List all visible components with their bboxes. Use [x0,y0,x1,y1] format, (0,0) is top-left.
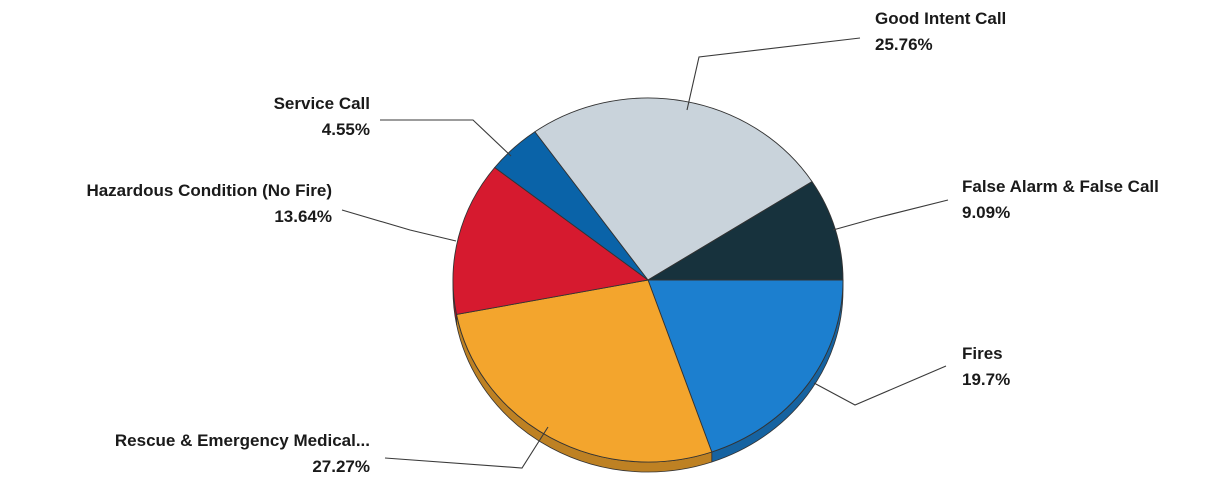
leader-lines-layer [341,37,949,469]
slice-percent-false-alarm-false-call: 9.09% [962,203,1010,222]
leader-line-false-alarm-false-call [832,199,949,231]
pie-slice-hazardous-condition-no-fire [452,167,649,315]
pie-slice-false-alarm-false-call [647,181,844,281]
pie-slice-fires [647,279,844,453]
slice-label-fires: Fires [962,344,1003,363]
slice-label-hazardous-condition-no-fire: Hazardous Condition (No Fire) [86,181,332,200]
pie-slice-rescue-emergency-medical [456,279,713,463]
slice-label-false-alarm-false-call: False Alarm & False Call [962,177,1159,196]
slice-percent-fires: 19.7% [962,370,1010,389]
leader-line-hazardous-condition-no-fire [341,209,457,242]
leader-line-service-call [380,119,512,157]
slice-percent-service-call: 4.55% [322,120,370,139]
slice-percent-rescue-emergency-medical: 27.27% [312,457,370,476]
slice-percent-hazardous-condition-no-fire: 13.64% [274,207,332,226]
leader-line-fires [813,365,947,406]
slice-label-service-call: Service Call [274,94,370,113]
slice-label-rescue-emergency-medical: Rescue & Emergency Medical... [115,431,370,450]
data-labels-layer: Fires 19.7% Rescue & Emergency Medical... 2… [86,9,1158,476]
pie-slices-layer [452,97,844,463]
slice-label-good-intent-call: Good Intent Call [875,9,1006,28]
pie-slice-good-intent-call [534,97,813,281]
slice-percent-good-intent-call: 25.76% [875,35,933,54]
leader-line-good-intent-call [686,37,861,111]
leader-line-rescue-emergency-medical [384,426,549,469]
